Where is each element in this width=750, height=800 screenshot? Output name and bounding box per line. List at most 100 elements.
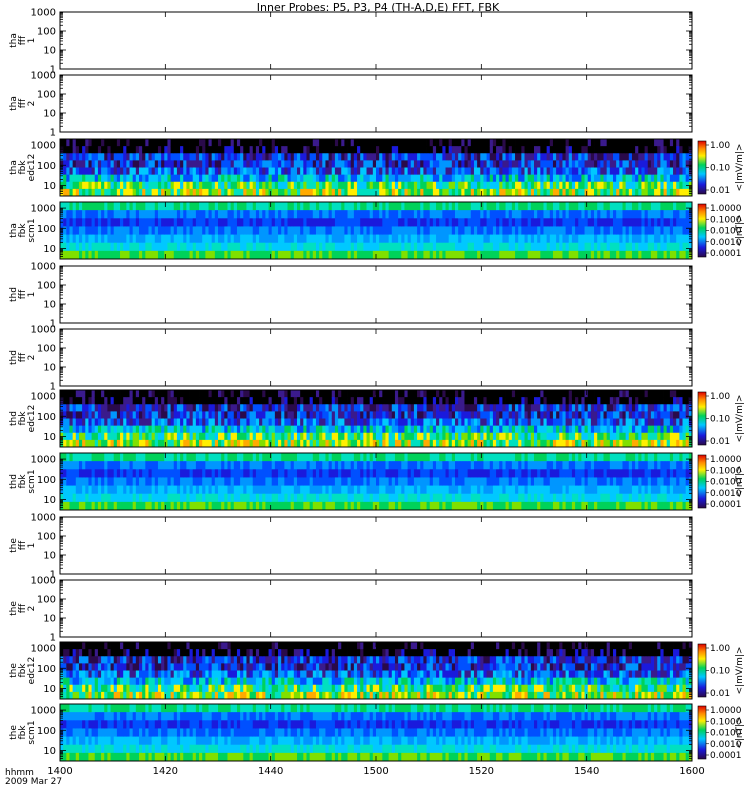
spectrogram-cell <box>442 411 446 419</box>
spectrogram-cell <box>271 432 276 441</box>
spectrogram-cell <box>663 202 668 211</box>
spectrogram-cell <box>170 160 175 168</box>
spectrogram-cell <box>357 146 361 154</box>
spectrogram-cell <box>534 181 538 190</box>
spectrogram-cell <box>575 153 579 161</box>
spectrogram-cell <box>319 390 323 398</box>
spectrogram-cell <box>404 160 408 168</box>
spectrogram-cell <box>407 411 412 419</box>
spectrogram-cell <box>189 397 194 405</box>
spectrogram-cell <box>315 218 320 227</box>
spectrogram-cell <box>281 418 285 427</box>
spectrogram-cell <box>173 234 178 244</box>
spectrogram-cell <box>309 234 314 244</box>
spectrogram-cell <box>268 218 273 227</box>
spectrogram-cell <box>262 218 266 227</box>
spectrogram-cell <box>489 174 494 183</box>
spectrogram-cell <box>508 242 513 252</box>
spectrogram-cell <box>587 234 592 244</box>
spectrogram-cell <box>300 174 304 183</box>
spectrogram-cell <box>132 146 137 154</box>
spectrogram-cell <box>297 188 301 197</box>
spectrogram-cell <box>189 234 194 244</box>
spectrogram-cell <box>486 160 491 168</box>
spectrogram-cell <box>445 202 450 211</box>
spectrogram-cell <box>151 397 156 405</box>
spectrogram-cell <box>195 411 200 419</box>
spectrogram-cell <box>654 188 658 197</box>
y-tick-label: 100 <box>37 224 56 235</box>
spectrogram-cell <box>385 397 390 405</box>
spectrogram-cell <box>590 218 595 227</box>
spectrogram-cell <box>382 242 386 252</box>
spectrogram-cell <box>483 202 487 211</box>
spectrogram-cell <box>82 167 86 176</box>
spectrogram-cell <box>60 160 64 168</box>
spectrogram-cell <box>161 167 165 176</box>
spectrogram-cell <box>66 139 70 147</box>
spectrogram-cell <box>145 139 149 147</box>
spectrogram-cell <box>600 397 604 405</box>
spectrogram-cell <box>631 146 636 154</box>
spectrogram-cell <box>448 234 453 244</box>
spectrogram-cell <box>123 174 127 183</box>
spectrogram-cell <box>483 146 487 154</box>
spectrogram-cell <box>448 153 453 161</box>
spectrogram-cell <box>227 181 232 190</box>
spectrogram-cell <box>625 439 630 448</box>
spectrogram-cell <box>123 146 127 154</box>
spectrogram-cell <box>467 226 472 235</box>
spectrogram-cell <box>587 160 592 168</box>
spectrogram-cell <box>631 411 636 419</box>
spectrogram-cell <box>473 218 478 227</box>
spectrogram-cell <box>489 218 494 227</box>
spectrogram-cell <box>420 188 424 197</box>
spectrogram-cell <box>202 411 206 419</box>
spectrogram-cell <box>69 153 74 161</box>
spectrogram-cell <box>385 210 390 219</box>
spectrogram-cell <box>575 439 579 448</box>
spectrogram-cell <box>218 202 222 211</box>
spectrogram-cell <box>173 202 178 211</box>
spectrogram-cell <box>546 160 551 168</box>
spectrogram-cell <box>524 234 529 244</box>
spectrogram-cell <box>420 146 424 154</box>
spectrogram-cell <box>369 181 374 190</box>
spectrogram-cell <box>360 250 364 260</box>
spectrogram-cell <box>183 174 187 183</box>
spectrogram-cell <box>246 439 250 448</box>
spectrogram-cell <box>451 174 456 183</box>
spectrogram-cell <box>148 404 153 412</box>
spectrogram-cell <box>113 181 118 190</box>
spectrogram-cell <box>129 188 134 197</box>
spectrogram-cell <box>312 202 317 211</box>
spectrogram-cell <box>249 167 254 176</box>
spectrogram-cell <box>407 250 412 260</box>
spectrogram-cell <box>63 210 67 219</box>
spectrogram-cell <box>641 411 645 419</box>
spectrogram-cell <box>647 210 652 219</box>
spectrogram-cell <box>205 411 209 419</box>
spectrogram-cell <box>682 242 687 252</box>
spectrogram-cell <box>167 432 171 441</box>
spectrogram-cell <box>492 439 497 448</box>
spectrogram-cell <box>369 210 374 219</box>
spectrogram-cell <box>407 210 412 219</box>
spectrogram-cell <box>477 432 481 441</box>
spectrogram-cell <box>265 404 269 412</box>
spectrogram-cell <box>464 404 469 412</box>
spectrogram-cell <box>60 188 64 197</box>
spectrogram-cell <box>486 153 491 161</box>
spectrogram-cell <box>417 146 421 154</box>
spectrogram-cell <box>142 226 146 235</box>
spectrogram-cell <box>97 425 102 434</box>
spectrogram-cell <box>423 404 427 412</box>
spectrogram-cell <box>571 202 576 211</box>
spectrogram-cell <box>436 139 440 147</box>
spectrogram-cell <box>496 226 500 235</box>
spectrogram-cell <box>597 404 601 412</box>
spectrogram-cell <box>587 418 592 427</box>
spectrogram-cell <box>66 181 70 190</box>
spectrogram-cell <box>483 390 487 398</box>
spectrogram-cell <box>619 439 623 448</box>
